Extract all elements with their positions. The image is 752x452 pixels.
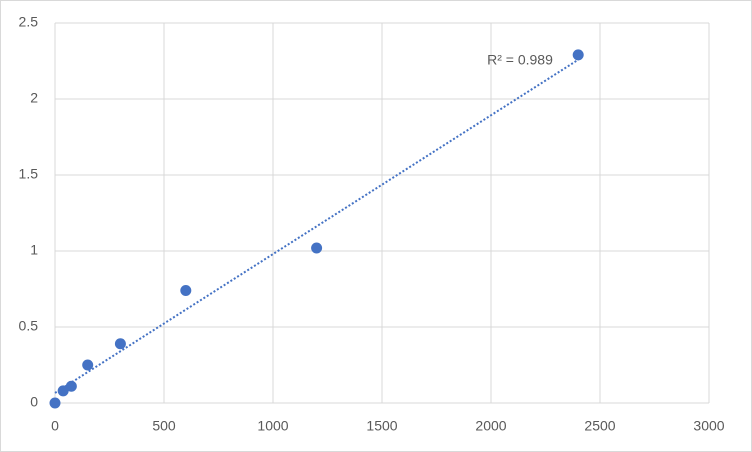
data-point: [180, 285, 192, 297]
x-tick-label: 2000: [475, 418, 506, 434]
x-tick-label: 2500: [584, 418, 615, 434]
data-point: [49, 397, 61, 409]
annotation: R² = 0.989: [487, 52, 553, 68]
x-tick-label: 1500: [366, 418, 397, 434]
y-tick-label: 2: [30, 90, 38, 106]
x-tick-label: 0: [51, 418, 59, 434]
x-tick-label: 3000: [693, 418, 724, 434]
y-tick-label: 2.5: [19, 14, 39, 30]
data-point: [572, 49, 584, 61]
data-point: [57, 385, 69, 397]
x-tick-label: 1000: [257, 418, 288, 434]
data-point: [114, 338, 126, 350]
x-tick-label: 500: [152, 418, 176, 434]
y-tick-label: 0.5: [19, 318, 39, 334]
trendline: [54, 58, 579, 394]
y-tick-label: 1: [30, 242, 38, 258]
data-point: [65, 380, 77, 392]
y-tick-label: 1.5: [19, 166, 39, 182]
y-tick-label: 0: [30, 394, 38, 410]
data-point: [311, 242, 323, 254]
data-point: [82, 359, 94, 371]
